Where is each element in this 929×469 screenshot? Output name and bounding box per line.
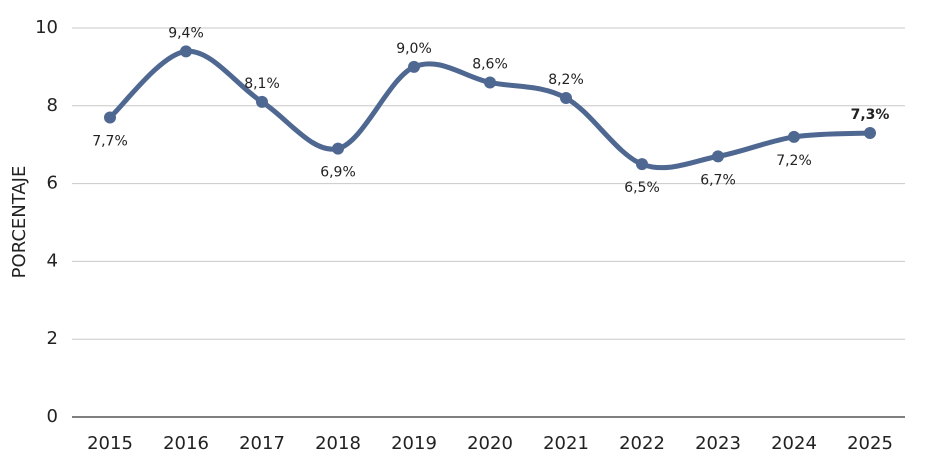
x-tick-2017: 2017 [239,433,285,454]
y-tick-2: 2 [47,328,58,349]
data-label-2020: 8,6% [472,56,508,72]
data-label-2017: 8,1% [244,76,280,92]
data-point-2022 [636,158,648,171]
data-label-2022: 6,5% [624,180,660,196]
data-label-2015: 7,7% [92,133,128,149]
data-label-2018: 6,9% [320,165,356,181]
y-tick-10: 10 [35,17,58,38]
data-point-2018 [332,142,344,155]
y-tick-labels: 0 2 4 6 8 10 [35,17,58,427]
x-tick-2023: 2023 [695,433,741,454]
x-tick-2025: 2025 [847,433,893,454]
grid-lines [72,27,905,418]
x-tick-2022: 2022 [619,433,665,454]
x-tick-2018: 2018 [315,433,361,454]
data-labels: 7,7% 9,4% 8,1% 6,9% 9,0% 8,6% 8,2% 6,5% 6,7% 7,2%… [92,25,889,196]
x-tick-2016: 2016 [163,433,209,454]
data-point-2015 [104,111,116,124]
data-label-2019: 9,0% [396,41,432,57]
data-point-2025 [864,127,876,140]
x-tick-2019: 2019 [391,433,437,454]
x-tick-labels: 2015 2016 2017 2018 2019 2020 2021 2022 2023 2024… [87,433,893,454]
y-axis-label: PORCENTAJE [9,166,30,279]
y-tick-6: 6 [47,173,58,194]
data-point-2017 [256,95,268,108]
data-label-2023: 6,7% [700,172,736,188]
data-label-2021: 8,2% [548,72,584,88]
x-tick-2024: 2024 [771,433,817,454]
y-tick-0: 0 [47,406,58,427]
x-tick-2021: 2021 [543,433,589,454]
data-label-2016: 9,4% [168,25,204,41]
data-label-2025: 7,3% [851,107,890,123]
y-tick-8: 8 [47,95,58,116]
data-point-2021 [560,92,572,105]
x-tick-2020: 2020 [467,433,513,454]
data-point-2023 [712,150,724,163]
data-point-2016 [180,45,192,58]
data-point-2024 [788,130,800,143]
data-point-2019 [408,60,420,73]
x-tick-2015: 2015 [87,433,133,454]
series [104,45,876,171]
data-label-2024: 7,2% [776,153,812,169]
y-tick-4: 4 [47,250,58,271]
data-point-2020 [484,76,496,89]
